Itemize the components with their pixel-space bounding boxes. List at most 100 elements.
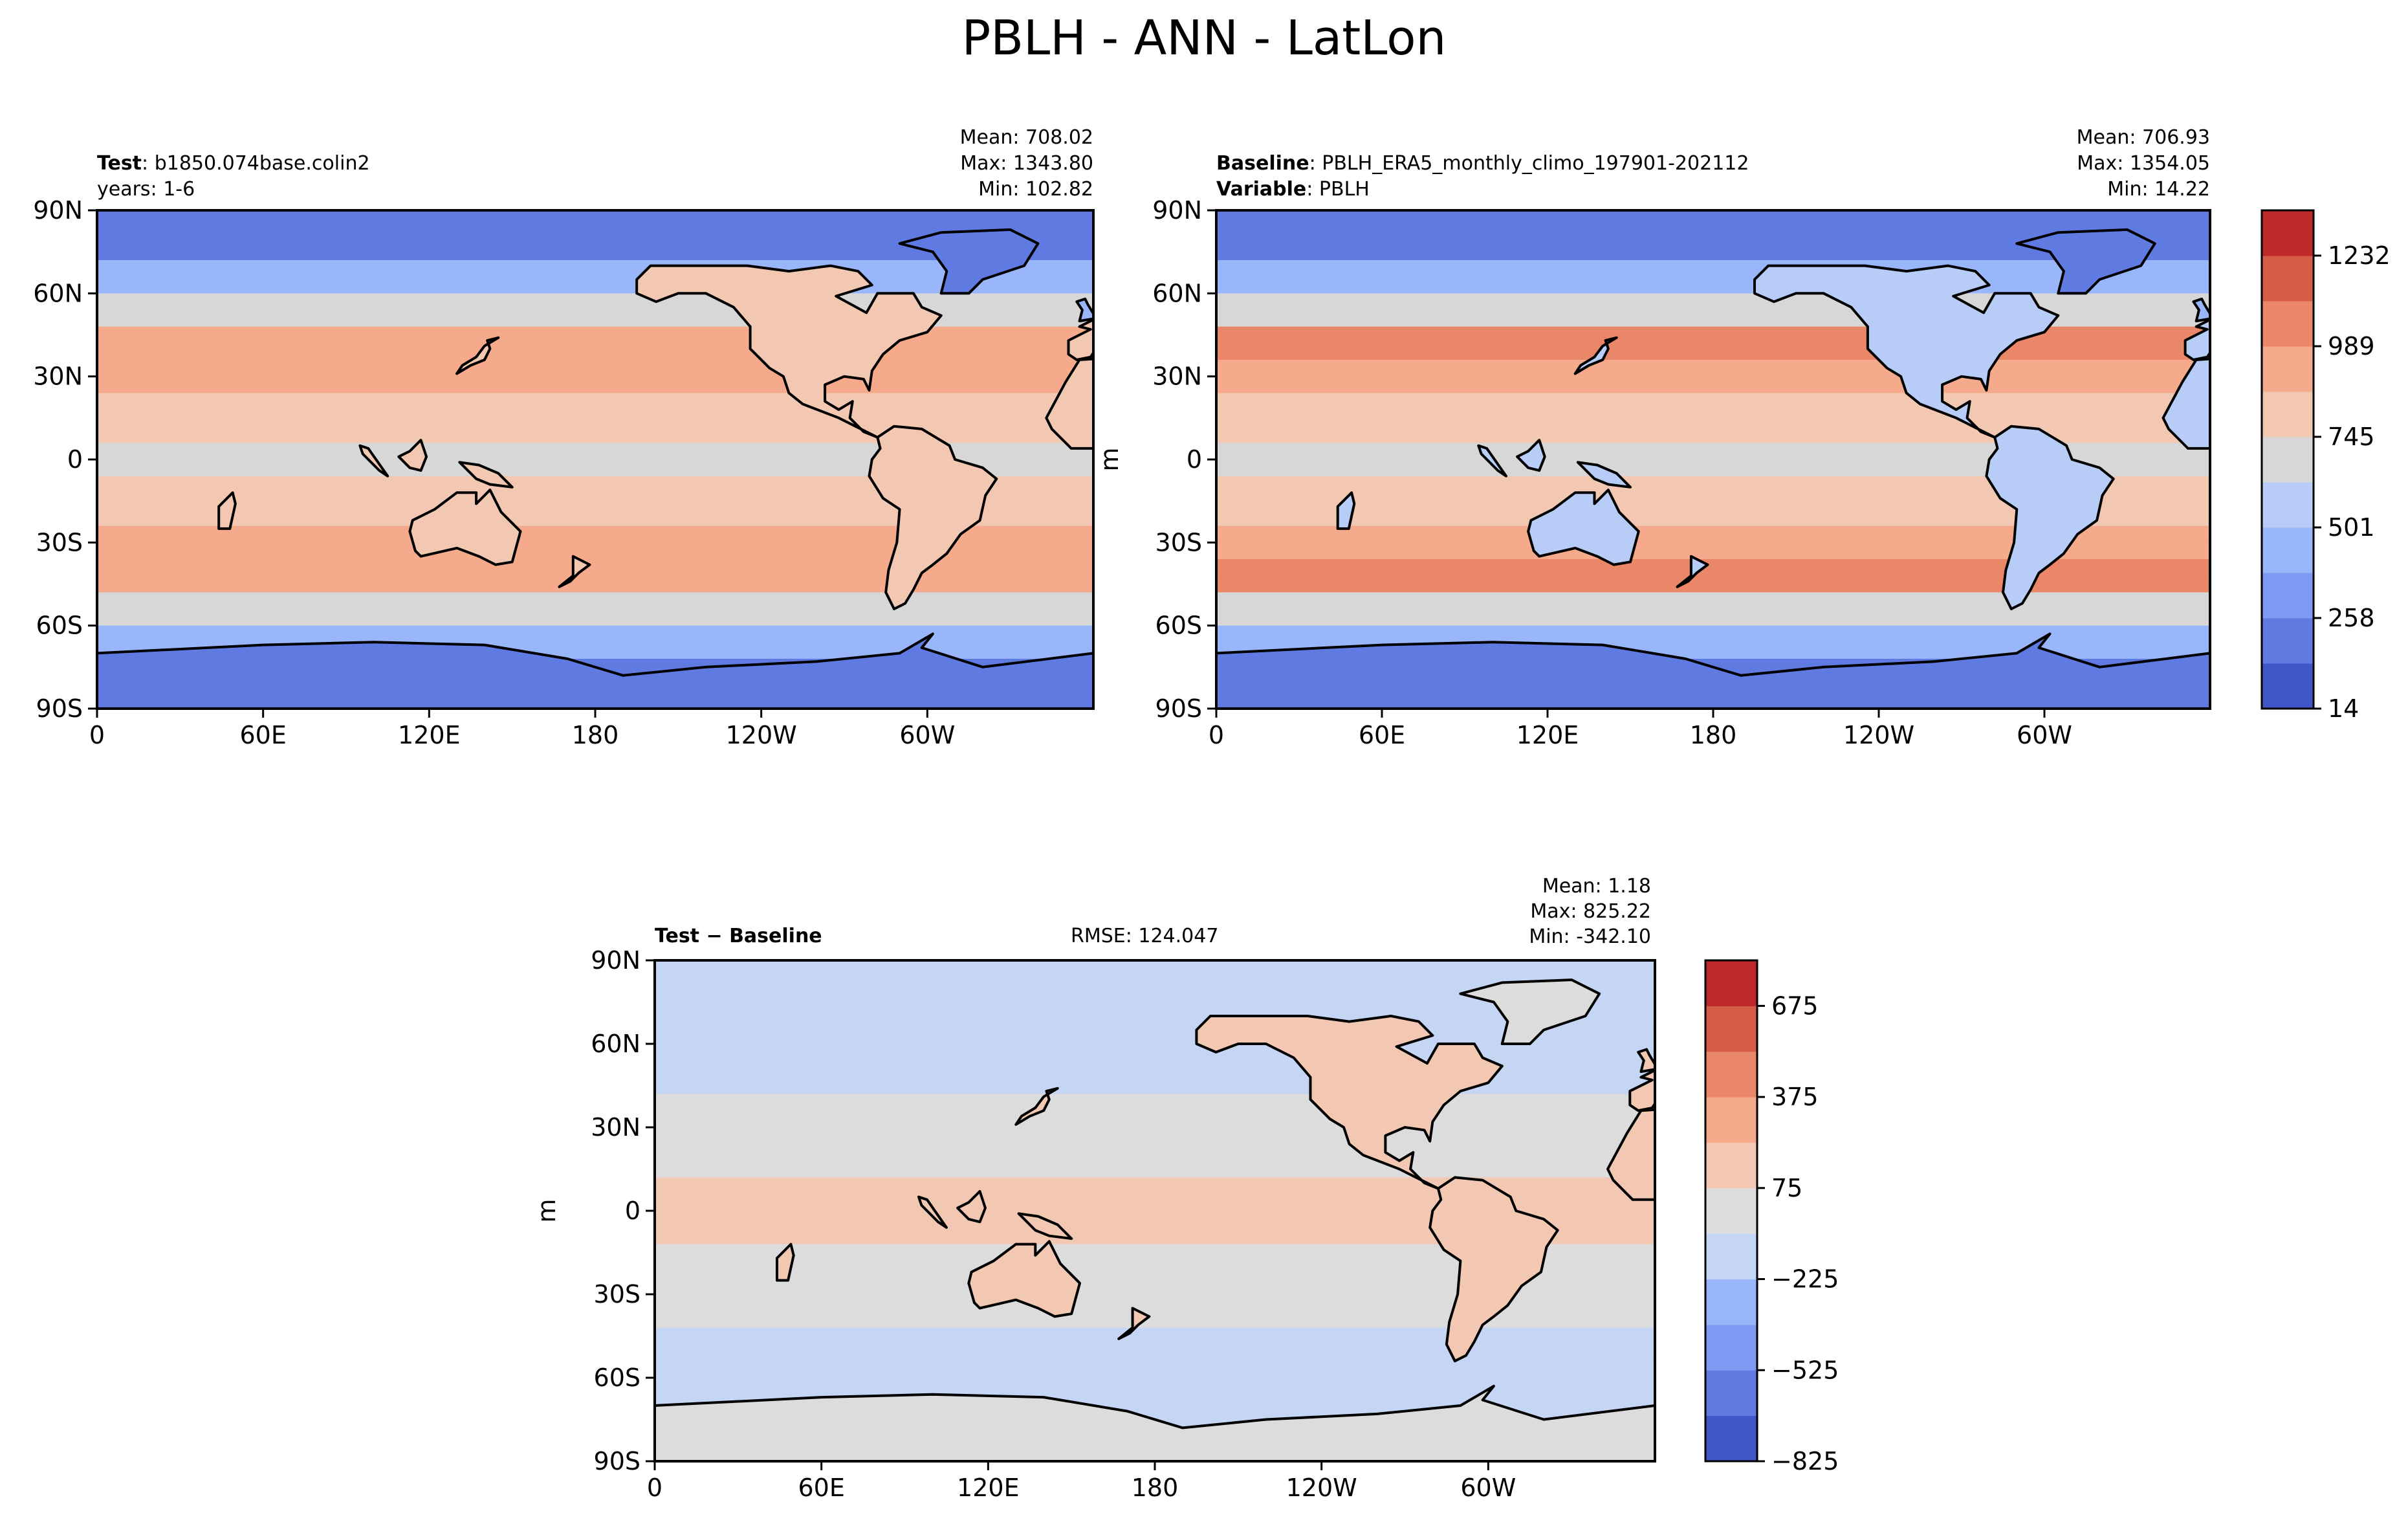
x-tick-label: 120E — [1516, 721, 1579, 749]
figure-title: PBLH - ANN - LatLon — [961, 10, 1447, 66]
borneo-coastline — [956, 1189, 987, 1224]
map-panel-diff: 0 60E 120E 180 120W 60W 90S 60S 30S 0 30N 60N 90N m — [532, 946, 1656, 1502]
colorbar-segment — [1705, 1279, 1757, 1325]
y-tick-label: 90N — [1152, 196, 1202, 225]
variable-value: PBLH — [1319, 178, 1370, 201]
diff-label-baseline: Baseline — [729, 925, 822, 947]
baseline-max: Max: 1354.05 — [2077, 152, 2210, 175]
field-band — [655, 1010, 1655, 1028]
new-zealand-coastline — [1117, 1307, 1151, 1340]
new-zealand-coastline — [1676, 555, 1709, 588]
x-tick-label: 60W — [2017, 721, 2072, 749]
sumatra-coastline — [917, 1195, 948, 1229]
antarctica-fill — [97, 634, 1093, 709]
antarctica-coastline — [1216, 632, 2210, 709]
africa-fill — [1608, 1109, 1655, 1200]
test-max: Max: 1343.80 — [960, 152, 1093, 175]
eurasia-fill — [1630, 1070, 1655, 1111]
y-tick-label: 90S — [1155, 694, 1202, 723]
colorbar-segment — [1705, 1097, 1757, 1143]
eurasia-fill — [2185, 320, 2210, 360]
field-band — [97, 393, 1093, 410]
colorbar-tick-label: −825 — [1771, 1447, 1839, 1475]
colorbar-segment — [1705, 1370, 1757, 1417]
colorbar-segment — [2262, 618, 2314, 664]
y-tick-label: 90S — [36, 694, 83, 723]
greenland-fill — [899, 229, 1038, 294]
field-band — [1216, 592, 2210, 610]
colorbar-segment — [1705, 1187, 1757, 1234]
africa-fill — [2163, 359, 2210, 448]
field-band — [97, 575, 1093, 593]
uk-fill — [1077, 298, 1093, 322]
uk-coastline — [1075, 297, 1093, 323]
y-tick-label: 90S — [594, 1447, 640, 1475]
y-tick-label: 60S — [1155, 612, 1202, 640]
field-band — [97, 376, 1093, 394]
field-band — [655, 1060, 1655, 1078]
test-case-name: b1850.074base.colin2 — [154, 152, 370, 175]
field-band — [97, 276, 1093, 294]
field-layer — [1216, 210, 2210, 709]
diff-header: Test − Baseline — [655, 927, 822, 946]
field-band — [655, 1027, 1655, 1044]
variable-label: Variable — [1216, 178, 1307, 201]
field-band — [1216, 260, 2210, 278]
greenland-coastline — [898, 228, 1040, 295]
x-tick-label: 120E — [957, 1474, 1020, 1502]
field-layer — [655, 960, 1655, 1461]
south-america-coastline — [868, 425, 998, 610]
baseline-variable: Variable: PBLH — [1216, 178, 1370, 201]
field-band — [655, 1110, 1655, 1128]
japan-coastline — [1573, 336, 1618, 375]
y-tick-label: 30N — [33, 362, 83, 391]
baseline-min: Min: 14.22 — [2107, 178, 2210, 201]
colorbar-segment — [1705, 1142, 1757, 1189]
field-band — [655, 1378, 1655, 1395]
field-band — [1216, 410, 2210, 427]
madagascar-coastline — [776, 1242, 795, 1282]
colorbar-segment — [1705, 1324, 1757, 1371]
sumatra-fill — [919, 1197, 947, 1228]
y-tick-label: 60N — [33, 279, 83, 307]
africa-fill — [1046, 359, 1093, 448]
colorbar-tick-label: 258 — [2328, 604, 2375, 632]
x-tick-label: 180 — [1690, 721, 1737, 749]
colorbar-segment — [1705, 1415, 1757, 1462]
x-tick-label: 120W — [1286, 1474, 1357, 1502]
field-band — [97, 625, 1093, 643]
field-band — [1216, 575, 2210, 593]
y-tick-label: 60N — [1152, 279, 1202, 307]
south-america-fill — [1430, 1177, 1558, 1362]
field-band — [1216, 360, 2210, 377]
field-band — [97, 210, 1093, 228]
y-tick-label: 30N — [591, 1113, 640, 1142]
australia-coastline — [967, 1240, 1081, 1318]
colorbar-baseline: 14 258 501 745 989 1232 — [2260, 209, 2391, 723]
diff-mean: Mean: 1.18 — [1542, 875, 1651, 898]
diff-max: Max: 825.22 — [1530, 900, 1651, 923]
new-guinea-fill — [459, 462, 512, 487]
field-band — [1216, 376, 2210, 394]
y-tick-label: 90N — [33, 196, 83, 225]
y-tick-label: 90N — [591, 946, 640, 975]
field-band — [655, 1344, 1655, 1362]
field-band — [655, 1094, 1655, 1111]
colorbar-tick-label: −525 — [1771, 1356, 1839, 1384]
new-guinea-fill — [1018, 1213, 1072, 1239]
antarctica-coastline — [655, 1384, 1655, 1461]
new-zealand-fill — [1677, 556, 1708, 587]
y-tick-label: 0 — [625, 1197, 640, 1225]
new-zealand-fill — [1119, 1308, 1150, 1339]
colorbar-tick-label: 501 — [2328, 513, 2375, 542]
colorbar-tick-label: 14 — [2328, 694, 2359, 723]
colorbar-segment — [2262, 392, 2314, 437]
australia-coastline — [408, 489, 522, 566]
baseline-label: Baseline — [1216, 152, 1309, 175]
y-tick-label: 60N — [591, 1030, 640, 1058]
field-band — [97, 343, 1093, 360]
field-band — [1216, 326, 2210, 344]
field-band — [1216, 293, 2210, 311]
